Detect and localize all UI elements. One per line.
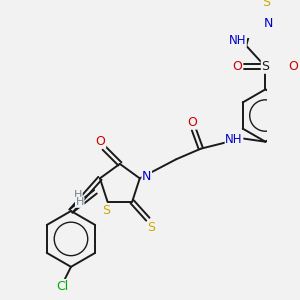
Text: S: S: [102, 204, 110, 217]
Text: NH: NH: [225, 134, 243, 146]
Text: S: S: [147, 221, 155, 234]
Text: N: N: [264, 16, 274, 29]
Text: O: O: [232, 60, 242, 73]
Text: S: S: [262, 0, 270, 9]
Text: H: H: [74, 190, 82, 200]
Text: O: O: [96, 135, 106, 148]
Text: H: H: [76, 197, 84, 207]
Text: Cl: Cl: [56, 280, 68, 292]
Text: O: O: [187, 116, 197, 129]
Text: O: O: [288, 60, 298, 73]
Text: N: N: [142, 170, 152, 183]
Text: NH: NH: [229, 34, 246, 47]
Text: S: S: [261, 60, 269, 73]
